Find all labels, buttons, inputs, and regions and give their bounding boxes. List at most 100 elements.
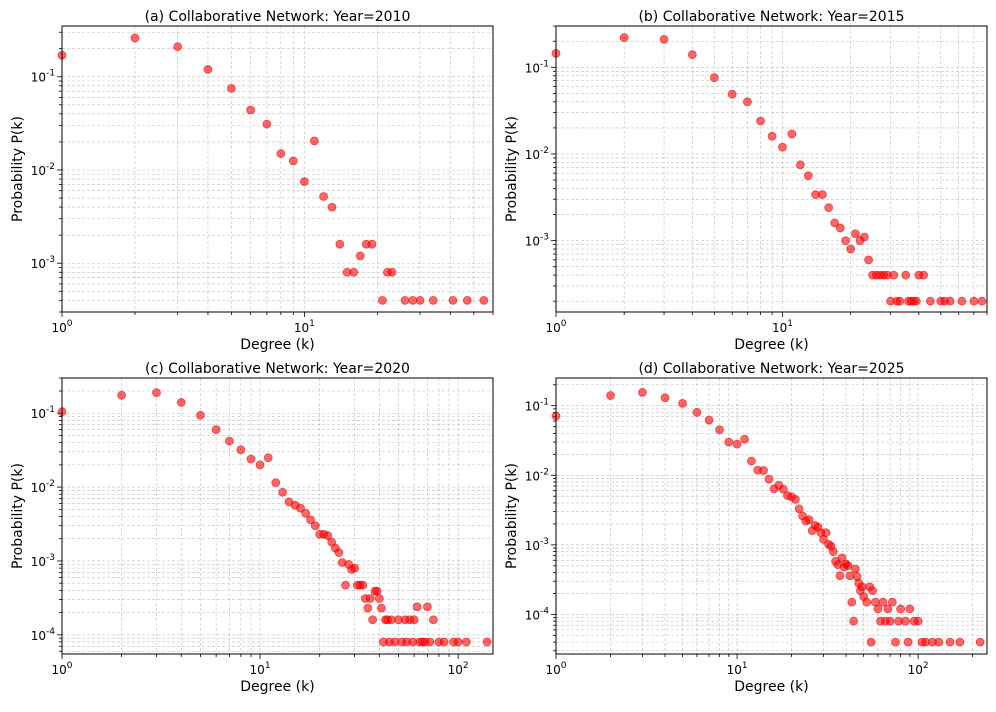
data-point (845, 571, 855, 581)
data-point (830, 218, 840, 228)
data-point (271, 478, 281, 488)
grid (61, 377, 493, 654)
y-tick-label: 10-2 (525, 146, 549, 162)
data-point (859, 232, 869, 242)
x-tick-label: 101 (294, 319, 315, 335)
data-point (196, 410, 205, 420)
chart-title: (b) Collaborative Network: Year=2015 (638, 9, 904, 25)
data-point (866, 637, 876, 647)
y-tick-label: 10-2 (31, 479, 55, 495)
data-point (224, 436, 234, 446)
data-point (368, 615, 378, 625)
data-point (439, 637, 449, 647)
axes-frame (555, 25, 988, 313)
panel-b: 100 101 10-1 10-2 10-3 (b) Collaborative Netw… (504, 9, 988, 353)
data-point (828, 547, 838, 556)
y-axis-label: Probability P(k) (504, 463, 520, 569)
data-point (288, 156, 298, 166)
data-point (759, 466, 768, 475)
data-point (262, 119, 272, 129)
data-point (176, 398, 186, 407)
data-point (173, 42, 183, 52)
data-point (732, 439, 742, 449)
chart-title: (a) Collaborative Network: Year=2010 (145, 9, 411, 25)
x-tick-label: 100 (51, 661, 72, 677)
data-points (57, 388, 492, 647)
data-point (913, 616, 923, 626)
data-point (387, 267, 397, 277)
data-point (355, 251, 365, 261)
data-point (377, 603, 386, 613)
data-point (378, 295, 387, 305)
data-point (659, 35, 669, 44)
data-point (724, 437, 734, 447)
data-point (319, 192, 328, 201)
data-point (885, 616, 895, 626)
chart-title: (d) Collaborative Network: Year=2025 (638, 361, 904, 377)
data-point (883, 604, 893, 614)
data-point (969, 296, 979, 306)
data-point (864, 255, 873, 265)
data-point (837, 553, 847, 563)
axes-frame (555, 377, 988, 655)
data-point (462, 295, 472, 305)
data-point (350, 563, 359, 573)
data-point (895, 296, 905, 306)
data-point (660, 393, 670, 403)
panel-a: 100 101 10-1 10-2 10-3 (a) Collaborative Netw… (10, 9, 494, 353)
y-tick-label: 10-1 (31, 405, 55, 421)
data-point (448, 295, 458, 305)
data-point (977, 296, 987, 306)
data-point (804, 515, 814, 525)
y-tick-label: 10-3 (525, 537, 549, 553)
data-point (873, 604, 883, 614)
data-point (619, 33, 629, 43)
data-point (482, 637, 492, 647)
data-point (400, 295, 410, 305)
data-point (415, 295, 425, 305)
chart-title: (c) Collaborative Network: Year=2020 (145, 361, 410, 377)
data-point (363, 603, 373, 613)
data-point (794, 504, 804, 514)
y-tick-label: 10-2 (31, 162, 55, 178)
data-point (843, 561, 853, 571)
x-axis-label: Degree (k) (240, 679, 314, 695)
data-point (152, 388, 161, 398)
data-point (211, 425, 221, 435)
data-point (926, 296, 935, 306)
data-point (678, 398, 687, 408)
data-point (236, 445, 246, 455)
data-point (945, 296, 955, 306)
data-point (306, 515, 316, 525)
data-point (310, 521, 320, 531)
data-point (692, 408, 702, 417)
data-point (919, 270, 929, 280)
x-tick-label: 100 (51, 319, 72, 335)
data-point (453, 637, 463, 647)
data-point (310, 136, 319, 146)
x-axis-label: Degree (k) (734, 337, 808, 353)
data-point (409, 615, 419, 625)
data-point (358, 580, 368, 590)
data-point (276, 149, 286, 158)
data-point (374, 594, 384, 603)
data-point (821, 528, 831, 537)
data-point (367, 239, 377, 249)
x-tick-label: 100 (545, 661, 566, 677)
data-point (896, 604, 906, 614)
data-point (817, 190, 827, 199)
data-point (747, 456, 756, 466)
y-tick-label: 10-4 (525, 606, 550, 622)
data-point (727, 89, 737, 99)
data-point (461, 637, 471, 647)
x-tick-label: 101 (772, 319, 793, 335)
data-point (787, 129, 797, 139)
y-tick-label: 10-1 (525, 59, 549, 75)
data-point (824, 203, 834, 213)
data-point (704, 415, 714, 425)
panel-d: 100 101 102 10-1 10-2 10-3 10-4 (d) Collaborati… (504, 361, 988, 695)
data-point (301, 509, 311, 518)
data-point (957, 296, 967, 306)
data-point (847, 597, 857, 607)
